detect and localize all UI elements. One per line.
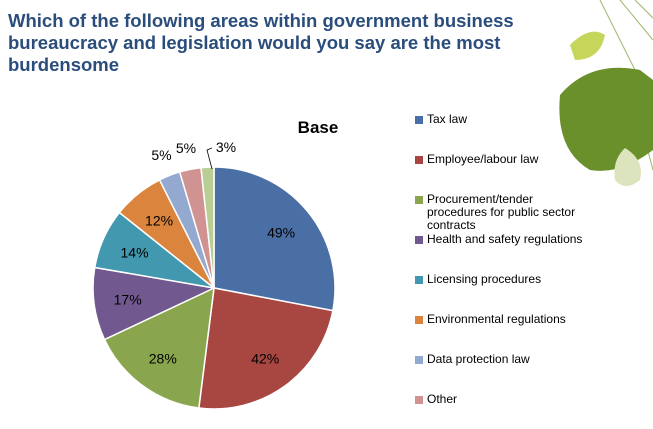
- legend-swatch: [415, 156, 423, 164]
- legend-swatch: [415, 196, 423, 204]
- data-label: 5%: [176, 140, 196, 156]
- data-label: 14%: [121, 244, 149, 260]
- data-label: 17%: [114, 292, 142, 308]
- pie-slice: [92, 266, 217, 341]
- legend-label: Environmental regulations: [427, 312, 566, 326]
- legend-swatch: [415, 316, 423, 324]
- legend-label: Data protection law: [427, 352, 530, 366]
- legend-label: Other: [427, 392, 458, 406]
- leader-line: [206, 147, 213, 170]
- legend-swatch: [415, 356, 423, 364]
- pie-slice: [213, 166, 336, 312]
- legend-label: Employee/labour law: [427, 152, 539, 166]
- chart-title: Base: [298, 118, 339, 137]
- legend-swatch: [415, 396, 423, 404]
- data-label: 49%: [267, 224, 295, 240]
- legend-label: Health and safety regulations: [427, 232, 583, 246]
- legend-label: Procurement/tender procedures for public…: [427, 192, 576, 232]
- data-label: 28%: [149, 350, 177, 366]
- legend-label: Licensing procedures: [427, 272, 542, 286]
- legend-label: Tax law: [427, 112, 468, 126]
- legend-swatch: [415, 236, 423, 244]
- legend-swatch: [415, 116, 423, 124]
- data-label: 12%: [145, 212, 173, 228]
- data-label: 3%: [216, 139, 236, 155]
- data-label: 5%: [151, 147, 171, 163]
- pie-slice: [200, 166, 215, 289]
- legend-swatch: [415, 276, 423, 284]
- pie-slice: [197, 287, 334, 410]
- data-label: 42%: [251, 350, 279, 366]
- pie-slice: [103, 286, 215, 409]
- slide-title: Which of the following areas within gove…: [8, 10, 514, 75]
